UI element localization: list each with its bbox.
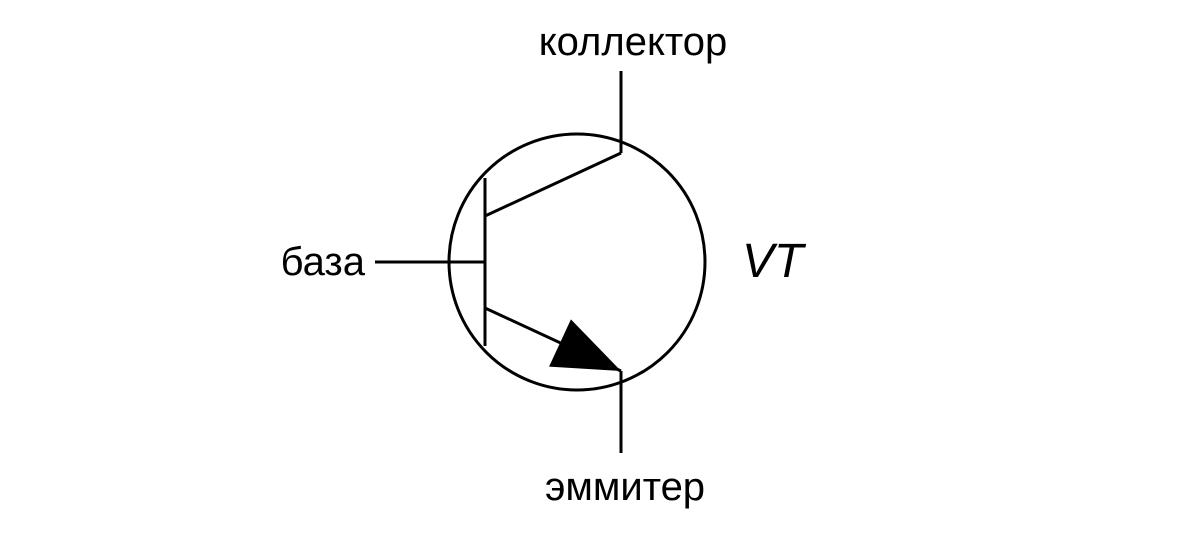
collector-label: коллектор	[539, 20, 728, 64]
emitter-label: эммитер	[545, 465, 705, 509]
emitter-arrow	[549, 319, 621, 371]
transistor-diagram: коллектор база эммитер VT	[0, 0, 1200, 547]
designator-label: VT	[742, 235, 807, 288]
base-label: база	[281, 240, 366, 284]
collector-diagonal	[485, 153, 621, 216]
